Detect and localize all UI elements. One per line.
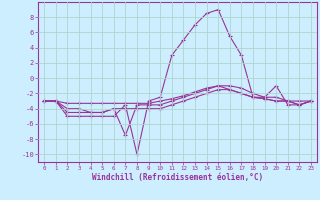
- X-axis label: Windchill (Refroidissement éolien,°C): Windchill (Refroidissement éolien,°C): [92, 173, 263, 182]
